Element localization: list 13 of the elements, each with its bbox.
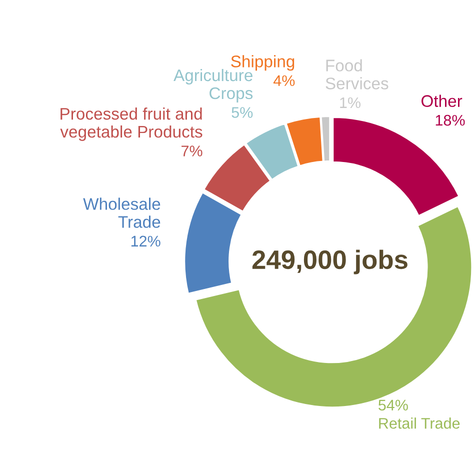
data-label: 4%	[273, 75, 295, 86]
slice-label: Agriculture Crops	[174, 68, 253, 102]
data-label: 54%	[378, 400, 408, 411]
data-label: 18%	[436, 114, 465, 126]
slice-label: Retail Trade	[379, 418, 460, 429]
data-label: 5%	[232, 107, 253, 118]
data-label: 7%	[182, 146, 202, 156]
text: 249,000 jobs	[252, 250, 408, 274]
slice-label: Shipping	[231, 55, 294, 71]
slice-label: Processed fruit and vegetable Products	[60, 107, 202, 141]
slice-label: Wholesale Trade	[83, 198, 160, 228]
data-label: 12%	[131, 236, 160, 247]
slice-label: Other	[422, 94, 462, 107]
